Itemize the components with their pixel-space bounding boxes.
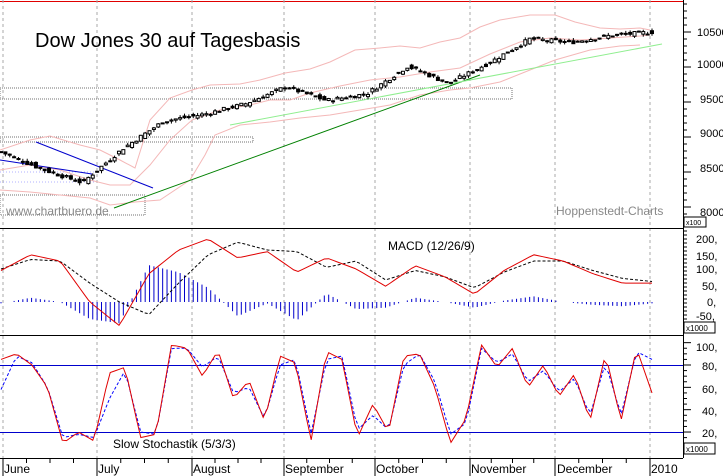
svg-text:100,: 100, bbox=[696, 342, 717, 354]
downtrend-line-lower bbox=[0, 159, 93, 175]
stochastic-panel: Slow Stochastik (5/3/3) bbox=[0, 343, 683, 451]
price-unit-label: x100 bbox=[686, 220, 701, 227]
svg-text:9000,: 9000, bbox=[700, 128, 723, 140]
chart-title: Dow Jones 30 auf Tagesbasis bbox=[35, 30, 300, 52]
month-june: June bbox=[4, 462, 30, 476]
uptrend-line-dark bbox=[113, 74, 481, 209]
macd-axis-ticks bbox=[683, 230, 687, 332]
year-2010: 2010 bbox=[651, 462, 678, 476]
support-boxes bbox=[0, 87, 513, 216]
price-axis-ticks bbox=[683, 3, 691, 222]
uptrend-line-light bbox=[229, 43, 663, 126]
svg-text:50,: 50, bbox=[702, 281, 717, 293]
month-september: September bbox=[285, 462, 344, 476]
svg-text:150,: 150, bbox=[696, 251, 717, 263]
svg-text:8000,: 8000, bbox=[700, 207, 723, 219]
month-december: December bbox=[557, 462, 612, 476]
watermark-right: Hoppenstedt-Charts bbox=[556, 204, 663, 218]
price-axis-labels: 10500, 10000, 9500, 9000, 8500, 8000, bbox=[697, 27, 723, 219]
svg-text:-50,: -50, bbox=[696, 311, 715, 323]
macd-signal-line bbox=[0, 241, 653, 315]
stoch-unit-label: x1000 bbox=[686, 445, 708, 454]
month-august: August bbox=[193, 462, 231, 476]
macd-title: MACD (12/26/9) bbox=[388, 239, 475, 253]
downtrend-line-upper bbox=[35, 141, 154, 189]
watermark-left: www.chartbuero.de bbox=[5, 204, 109, 218]
bollinger-bands bbox=[0, 14, 651, 206]
macd-unit-box bbox=[683, 321, 716, 334]
svg-text:60,: 60, bbox=[702, 384, 717, 396]
svg-text:8500,: 8500, bbox=[700, 163, 723, 175]
macd-line bbox=[0, 239, 652, 327]
stoch-axis-labels: 100, 80, 60, 40, 20, bbox=[696, 342, 717, 440]
macd-histogram bbox=[0, 265, 653, 324]
price-unit-box bbox=[683, 216, 707, 228]
stoch-k-line bbox=[0, 343, 653, 444]
svg-text:9500,: 9500, bbox=[700, 94, 723, 106]
candles bbox=[0, 28, 654, 186]
month-october: October bbox=[376, 462, 419, 476]
svg-text:10000,: 10000, bbox=[697, 59, 723, 71]
macd-axis-labels: 200, 150, 100, 50, 0, -50, bbox=[696, 234, 717, 323]
month-july: July bbox=[98, 462, 119, 476]
svg-text:100,: 100, bbox=[696, 264, 717, 276]
svg-text:0,: 0, bbox=[707, 297, 716, 309]
svg-text:200,: 200, bbox=[696, 234, 717, 246]
stoch-axis-ticks bbox=[683, 342, 691, 444]
price-panel: Dow Jones 30 auf Tagesbasis www.chartbue… bbox=[0, 14, 663, 218]
month-november: November bbox=[471, 462, 526, 476]
svg-text:80,: 80, bbox=[702, 361, 717, 373]
x-axis-ticks bbox=[2, 458, 651, 476]
svg-text:40,: 40, bbox=[702, 406, 717, 418]
svg-text:10500,: 10500, bbox=[697, 27, 723, 39]
stoch-unit-box bbox=[683, 442, 716, 455]
x-axis-labels: June July August September October Novem… bbox=[4, 462, 678, 476]
macd-unit-label: x1000 bbox=[686, 324, 708, 333]
macd-panel: MACD (12/26/9) bbox=[0, 239, 653, 327]
stoch-d-line bbox=[0, 347, 653, 438]
stoch-title: Slow Stochastik (5/3/3) bbox=[113, 437, 236, 451]
svg-text:20,: 20, bbox=[702, 428, 717, 440]
